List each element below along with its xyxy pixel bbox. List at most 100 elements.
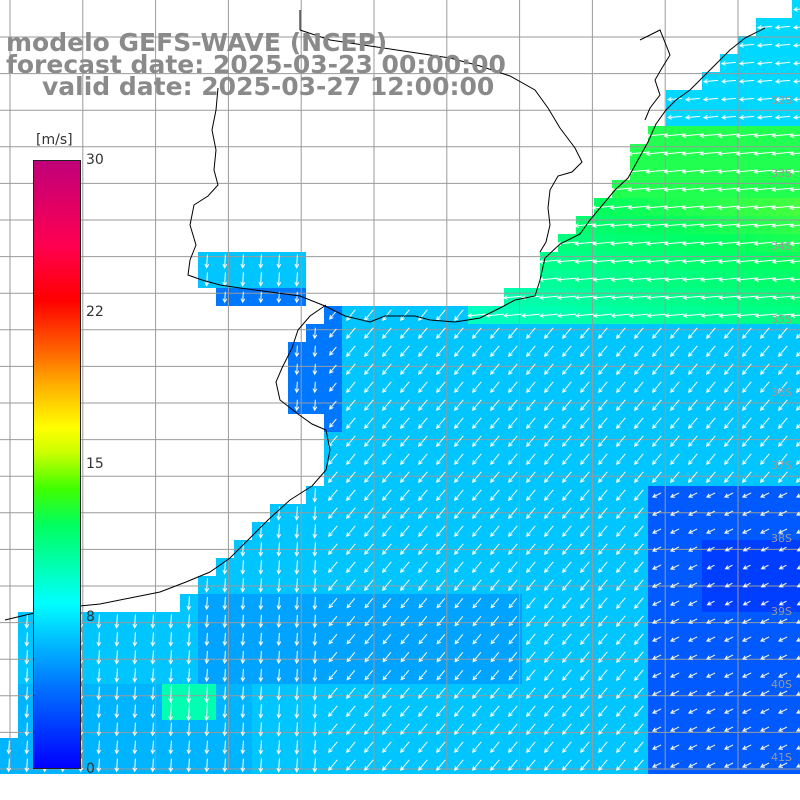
wind-arrow [580, 399, 590, 411]
wind-arrow [598, 363, 608, 375]
wind-arrow [796, 387, 800, 393]
wind-arrow [699, 205, 722, 211]
wind-arrow [738, 79, 755, 84]
wind-arrow [645, 169, 668, 175]
wind-arrow [681, 259, 704, 264]
wind-arrow [526, 561, 536, 573]
wind-arrow [258, 758, 264, 773]
wind-arrow [526, 687, 536, 699]
wind-arrow [670, 417, 680, 429]
wind-arrow [574, 277, 595, 282]
wind-arrow [574, 241, 595, 246]
wind-arrow [706, 582, 715, 588]
wind-arrow [114, 758, 120, 773]
wind-arrow [627, 187, 650, 193]
wind-arrow [400, 381, 410, 393]
wind-arrow [508, 399, 518, 411]
wind-arrow [276, 614, 282, 629]
wind-arrow [598, 345, 608, 357]
wind-arrow [741, 528, 752, 534]
wind-arrow [759, 618, 770, 624]
wind-arrow [598, 705, 608, 717]
wind-arrow [490, 759, 500, 771]
wind-arrow [669, 636, 680, 642]
wind-arrow [792, 115, 800, 120]
wind-arrow [418, 634, 428, 645]
wind-arrow [508, 363, 518, 375]
wind-arrow [364, 561, 374, 573]
wind-arrow [717, 187, 740, 193]
wind-arrow [681, 169, 704, 175]
latitude-label: 40S [771, 678, 792, 691]
wind-arrow [328, 670, 338, 681]
wind-arrow [591, 223, 614, 228]
wind-vectors [6, 7, 800, 773]
wind-arrow [258, 291, 264, 304]
wind-arrow [760, 582, 769, 588]
wind-arrow [753, 151, 776, 157]
colorbar-tick-30: 30 [86, 152, 104, 168]
wind-arrow [562, 327, 572, 339]
wind-arrow [294, 632, 300, 647]
wind-arrow [132, 704, 138, 719]
wind-arrow [382, 489, 392, 501]
wind-arrow [634, 363, 644, 375]
wind-arrow [796, 547, 800, 552]
wind-arrow [454, 525, 464, 537]
wind-arrow [777, 690, 788, 696]
wind-arrow [634, 507, 644, 519]
wind-arrow [276, 560, 282, 575]
wind-arrow [258, 632, 264, 647]
wind-arrow [364, 309, 374, 321]
wind-arrow [741, 636, 752, 642]
wind-arrow [796, 477, 800, 483]
wind-arrow [276, 650, 282, 665]
wind-arrow [700, 277, 721, 282]
wind-arrow [544, 327, 554, 339]
wind-arrow [258, 740, 264, 755]
wind-arrow [222, 722, 228, 737]
wind-arrow [490, 705, 500, 717]
wind-arrow [186, 758, 192, 773]
wind-arrow [472, 507, 482, 519]
wind-arrow [418, 453, 428, 465]
wind-arrow [490, 453, 500, 465]
wind-arrow [328, 687, 338, 699]
wind-cell [792, 558, 800, 576]
wind-arrow [454, 327, 464, 339]
wind-arrow [687, 600, 698, 606]
wind-arrow [753, 169, 776, 175]
wind-arrow [400, 543, 410, 555]
wind-cell [792, 432, 800, 450]
wind-arrow [687, 726, 698, 732]
wind-arrow [699, 187, 722, 193]
wind-arrow [6, 758, 12, 773]
wind-arrow [663, 223, 686, 229]
wind-arrow [400, 525, 410, 537]
wind-arrow [628, 259, 649, 264]
wind-arrow [634, 687, 644, 699]
wind-arrow [258, 704, 264, 719]
wind-cell [792, 594, 800, 612]
latitude-label: 34S [771, 240, 792, 253]
wind-cell [792, 522, 800, 540]
wind-arrow [436, 363, 446, 375]
wind-arrow [508, 561, 518, 573]
wind-arrow [723, 492, 734, 498]
wind-arrow [472, 489, 482, 501]
wind-arrow [705, 510, 716, 516]
wind-arrow [580, 345, 590, 357]
wind-arrow [616, 741, 626, 753]
wind-arrow [276, 686, 282, 701]
wind-arrow [544, 435, 554, 447]
wind-arrow [258, 668, 264, 683]
wind-cell [792, 648, 800, 666]
wind-arrow [735, 187, 758, 193]
wind-arrow [616, 687, 626, 699]
wind-arrow [706, 399, 716, 411]
wind-arrow [346, 561, 356, 573]
wind-arrow [436, 399, 446, 411]
wind-arrow [777, 726, 788, 732]
wind-arrow [562, 723, 572, 735]
wind-arrow [328, 525, 338, 537]
